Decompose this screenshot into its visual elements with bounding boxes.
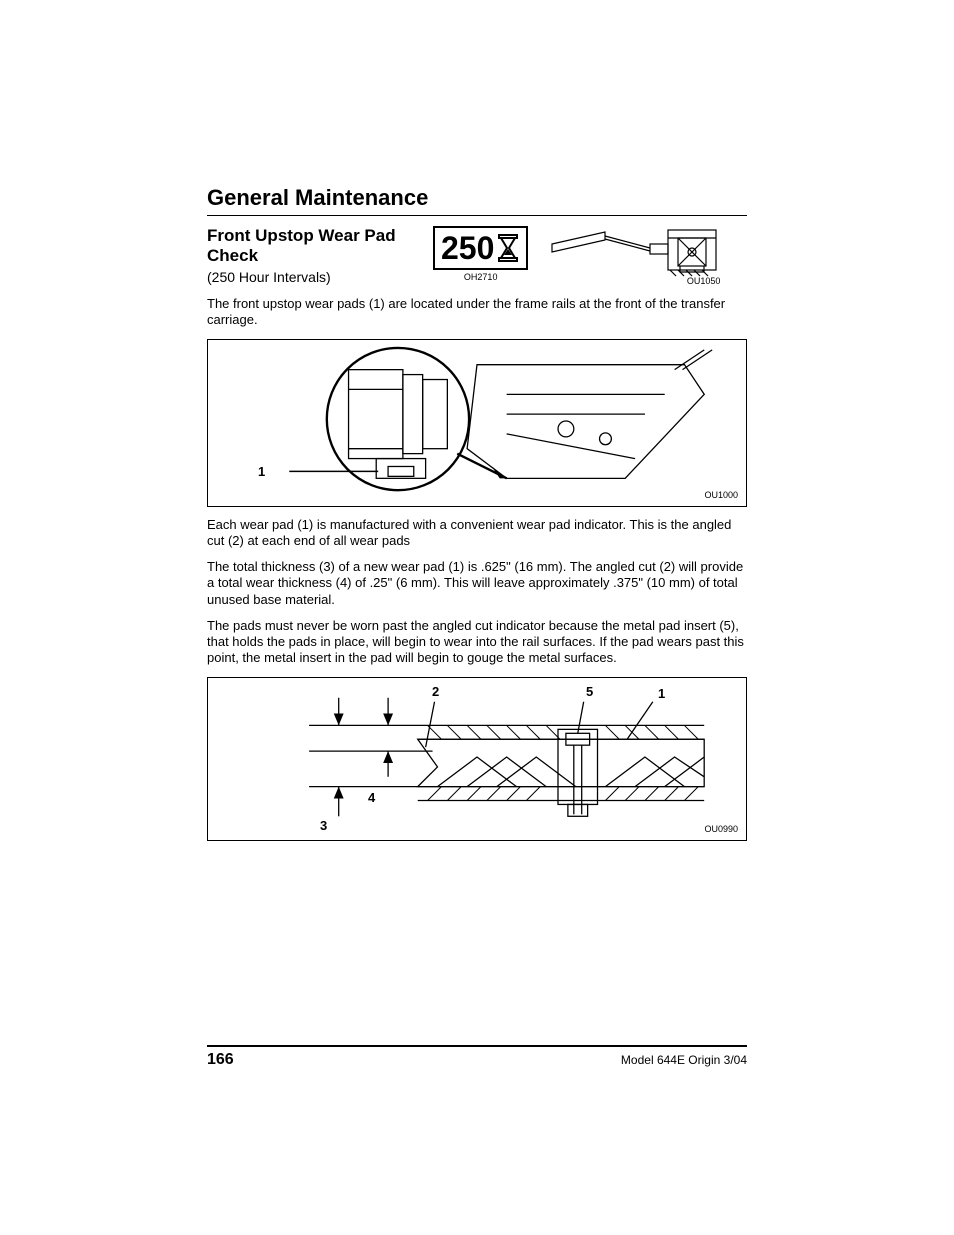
interval-badge-wrap: 250 OH2710 [433,226,528,282]
grease-gun-figure: OU1050 [550,226,720,286]
paragraph-2: Each wear pad (1) is manufactured with a… [207,517,747,550]
fig2-code: OU0990 [704,824,738,834]
hourglass-icon [496,233,520,263]
grease-gun-icon [550,226,720,278]
interval-text: (250 Hour Intervals) [207,269,427,285]
header-row: Front Upstop Wear Pad Check (250 Hour In… [207,226,747,286]
header-left: Front Upstop Wear Pad Check (250 Hour In… [207,226,427,285]
fig2-callout-5: 5 [586,684,593,699]
paragraph-4: The pads must never be worn past the ang… [207,618,747,667]
section-title: General Maintenance [207,185,747,216]
paragraph-3: The total thickness (3) of a new wear pa… [207,559,747,608]
page: General Maintenance Front Upstop Wear Pa… [0,0,954,1235]
figure-2: 2 5 1 4 3 OU0990 [207,677,747,841]
subtitle: Front Upstop Wear Pad Check [207,226,427,267]
footer-rule [207,1045,747,1047]
figure-2-drawing [208,678,746,840]
fig2-callout-2: 2 [432,684,439,699]
fig2-callout-3: 3 [320,818,327,833]
figure-1: 1 OU1000 [207,339,747,507]
paragraph-1: The front upstop wear pads (1) are locat… [207,296,747,329]
fig2-callout-4: 4 [368,790,375,805]
grease-fig-code: OU1050 [687,276,721,286]
page-number: 166 [207,1051,234,1069]
fig1-code: OU1000 [704,490,738,500]
interval-badge-number: 250 [441,232,494,264]
footer: 166 Model 644E Origin 3/04 [207,1051,747,1069]
badge-fig-code: OH2710 [464,272,498,282]
footer-model-text: Model 644E Origin 3/04 [621,1053,747,1067]
fig1-callout-1: 1 [258,464,265,479]
interval-badge: 250 [433,226,528,270]
figure-1-drawing [208,340,746,506]
fig2-callout-1: 1 [658,686,665,701]
